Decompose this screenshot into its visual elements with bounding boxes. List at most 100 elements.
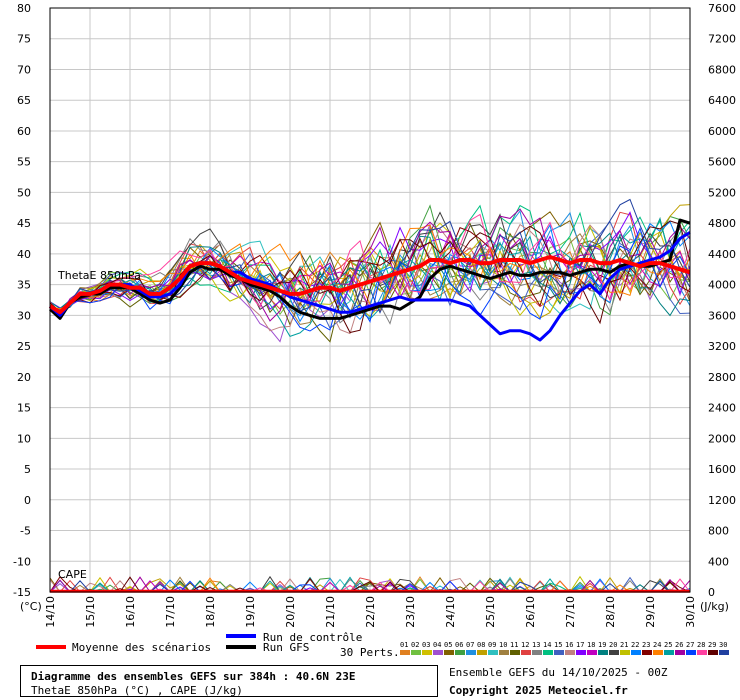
pert-member-number: 15: [554, 641, 562, 649]
x-tick-label: 14/10: [44, 596, 57, 628]
pert-member-number: 11: [510, 641, 518, 649]
pert-member-swatch: [554, 650, 564, 655]
pert-member-number: 12: [521, 641, 529, 649]
pert-member-swatch: [521, 650, 531, 655]
pert-member-swatch: [719, 650, 729, 655]
pert-member-swatch: [686, 650, 696, 655]
right-tick-label: 4000: [708, 279, 736, 292]
left-tick-label: 70: [17, 63, 31, 76]
thetae-panel-label: ThetaE 850hPa: [57, 269, 141, 282]
right-tick-label: 4400: [708, 248, 736, 261]
left-tick-label: 55: [17, 156, 31, 169]
pert-member-number: 04: [433, 641, 441, 649]
pert-member-swatch: [653, 650, 663, 655]
ensemble-member-line: [49, 225, 691, 317]
pert-member-swatch: [444, 650, 454, 655]
right-tick-label: 4800: [708, 217, 736, 230]
cape-panel-label: CAPE: [58, 568, 87, 581]
left-tick-label: 75: [17, 33, 31, 46]
diagram-title: Diagramme des ensembles GEFS sur 384h : …: [31, 670, 356, 683]
left-tick-label: -15: [13, 586, 31, 599]
info-box: Diagramme des ensembles GEFS sur 384h : …: [20, 665, 438, 697]
left-tick-label: 10: [17, 432, 31, 445]
x-tick-label: 23/10: [404, 596, 417, 628]
pert-member-swatch: [697, 650, 707, 655]
pert-member-number: 24: [653, 641, 661, 649]
legend-gfs-label: Run GFS: [263, 641, 309, 654]
left-tick-label: 50: [17, 186, 31, 199]
pert-member-swatch: [466, 650, 476, 655]
ensemble-member-line: [49, 224, 691, 311]
left-tick-label: 65: [17, 94, 31, 107]
pert-member-swatch: [620, 650, 630, 655]
right-tick-label: 2800: [708, 371, 736, 384]
legend-perts-label: 30 Perts.: [340, 646, 400, 659]
right-unit-label: (J/kg): [700, 600, 729, 613]
right-tick-label: 0: [708, 586, 715, 599]
x-tick-label: 18/10: [204, 596, 217, 628]
series-line: [48, 218, 691, 320]
pert-member-legend: 01 02 03 04 05 06 07 08 09 10 11 12 13 14 15 16 17 18 19 20…: [400, 641, 729, 655]
pert-member-number: 25: [664, 641, 672, 649]
pert-member-number: 06: [455, 641, 463, 649]
right-tick-label: 6400: [708, 94, 736, 107]
right-tick-label: 3200: [708, 340, 736, 353]
left-tick-label: 40: [17, 248, 31, 261]
pert-member-number: 05: [444, 641, 452, 649]
pert-member-swatch: [400, 650, 410, 655]
pert-member-number: 14: [543, 641, 551, 649]
pert-member-number: 21: [620, 641, 628, 649]
series-line: [48, 231, 691, 342]
plot-frame: [49, 7, 691, 593]
left-tick-label: 20: [17, 371, 31, 384]
pert-member-number: 22: [631, 641, 639, 649]
pert-member-number: 16: [565, 641, 573, 649]
ensemble-member-line: [49, 220, 691, 330]
left-tick-label: 60: [17, 125, 31, 138]
right-tick-label: 7200: [708, 33, 736, 46]
x-tick-label: 25/10: [484, 596, 497, 628]
pert-member-swatch: [510, 650, 520, 655]
x-tick-label: 20/10: [284, 596, 297, 628]
x-tick-label: 16/10: [124, 596, 137, 628]
right-tick-label: 6800: [708, 63, 736, 76]
pert-member-swatch: [631, 650, 641, 655]
x-tick-label: 21/10: [324, 596, 337, 628]
right-tick-label: 7600: [708, 2, 736, 15]
main-series-lines: [48, 218, 691, 342]
pert-member-swatch: [642, 650, 652, 655]
pert-member-swatch: [609, 650, 619, 655]
left-tick-label: 45: [17, 217, 31, 230]
x-tick-label: 17/10: [164, 596, 177, 628]
ensemble-member-line: [49, 217, 691, 338]
x-axis-ticks: 14/10 15/10 16/10 17/10 18/10 19/10 20/10 21/10…: [44, 596, 697, 628]
pert-member-number: 19: [598, 641, 606, 649]
right-tick-label: 5200: [708, 186, 736, 199]
x-tick-label: 22/10: [364, 596, 377, 628]
left-tick-label: 80: [17, 2, 31, 15]
right-tick-label: 6000: [708, 125, 736, 138]
x-tick-label: 24/10: [444, 596, 457, 628]
right-tick-label: 5600: [708, 156, 736, 169]
pert-member-number: 01: [400, 641, 408, 649]
pert-member-number: 18: [587, 641, 595, 649]
left-tick-label: -5: [20, 525, 31, 538]
right-axis-ticks: 7600 7200 6800 6400 6000 5600 5200 4800 4400 4000…: [708, 2, 736, 599]
x-tick-label: 27/10: [564, 596, 577, 628]
x-tick-label: 28/10: [604, 596, 617, 628]
pert-member-number: 26: [675, 641, 683, 649]
x-tick-label: 26/10: [524, 596, 537, 628]
pert-member-number: 23: [642, 641, 650, 649]
pert-member-swatch: [455, 650, 465, 655]
pert-member-swatch: [433, 650, 443, 655]
left-tick-label: 5: [24, 463, 31, 476]
pert-member-swatch: [664, 650, 674, 655]
pert-member-swatch: [587, 650, 597, 655]
left-tick-label: 15: [17, 402, 31, 415]
pert-member-number: 28: [697, 641, 705, 649]
legend: Moyenne des scénarios Run de contrôle Ru…: [36, 631, 729, 659]
pert-member-number: 27: [686, 641, 694, 649]
pert-member-swatch: [499, 650, 509, 655]
